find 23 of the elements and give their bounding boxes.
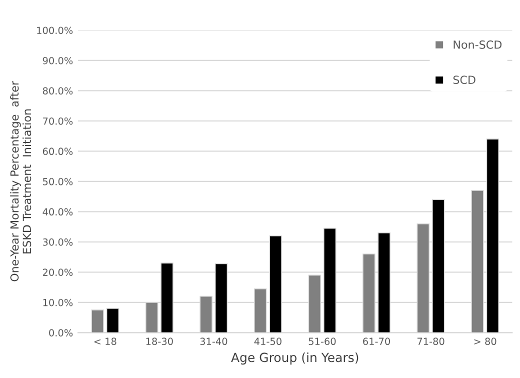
- legend-label: SCD: [453, 76, 476, 84]
- x-tick-label: 71-80: [417, 338, 444, 346]
- y-axis-title: One-Year Mortality Percentage after ESKD Treatment Initiation: [10, 80, 32, 282]
- y-tick-label: 70.0%: [43, 117, 73, 125]
- y-tick-label: 10.0%: [43, 298, 73, 306]
- x-tick-label: > 80: [474, 338, 496, 346]
- y-tick-label: 0.0%: [49, 329, 73, 336]
- x-axis-title: Age Group (in Years): [231, 352, 358, 365]
- y-tick-label: 100.0%: [37, 26, 73, 34]
- y-tick-label: 90.0%: [42, 56, 73, 64]
- x-tick-label: 51-60: [308, 338, 336, 346]
- y-tick-label: 20.0%: [42, 268, 73, 276]
- x-tick-label: 31-40: [200, 338, 228, 346]
- y-tick-label: 30.0%: [42, 238, 73, 246]
- y-tick-label: 50.0%: [43, 178, 73, 186]
- x-tick-label: 61-70: [363, 338, 390, 346]
- y-tick-label: 60.0%: [42, 148, 73, 156]
- y-tick-label: 40.0%: [42, 208, 73, 216]
- x-tick-label: 18-30: [146, 338, 173, 346]
- x-tick-label: 41-50: [254, 338, 282, 346]
- legend-label: Non-SCD: [454, 40, 502, 49]
- x-tick-label: < 18: [94, 338, 116, 346]
- y-tick-label: 80.0%: [42, 87, 73, 95]
